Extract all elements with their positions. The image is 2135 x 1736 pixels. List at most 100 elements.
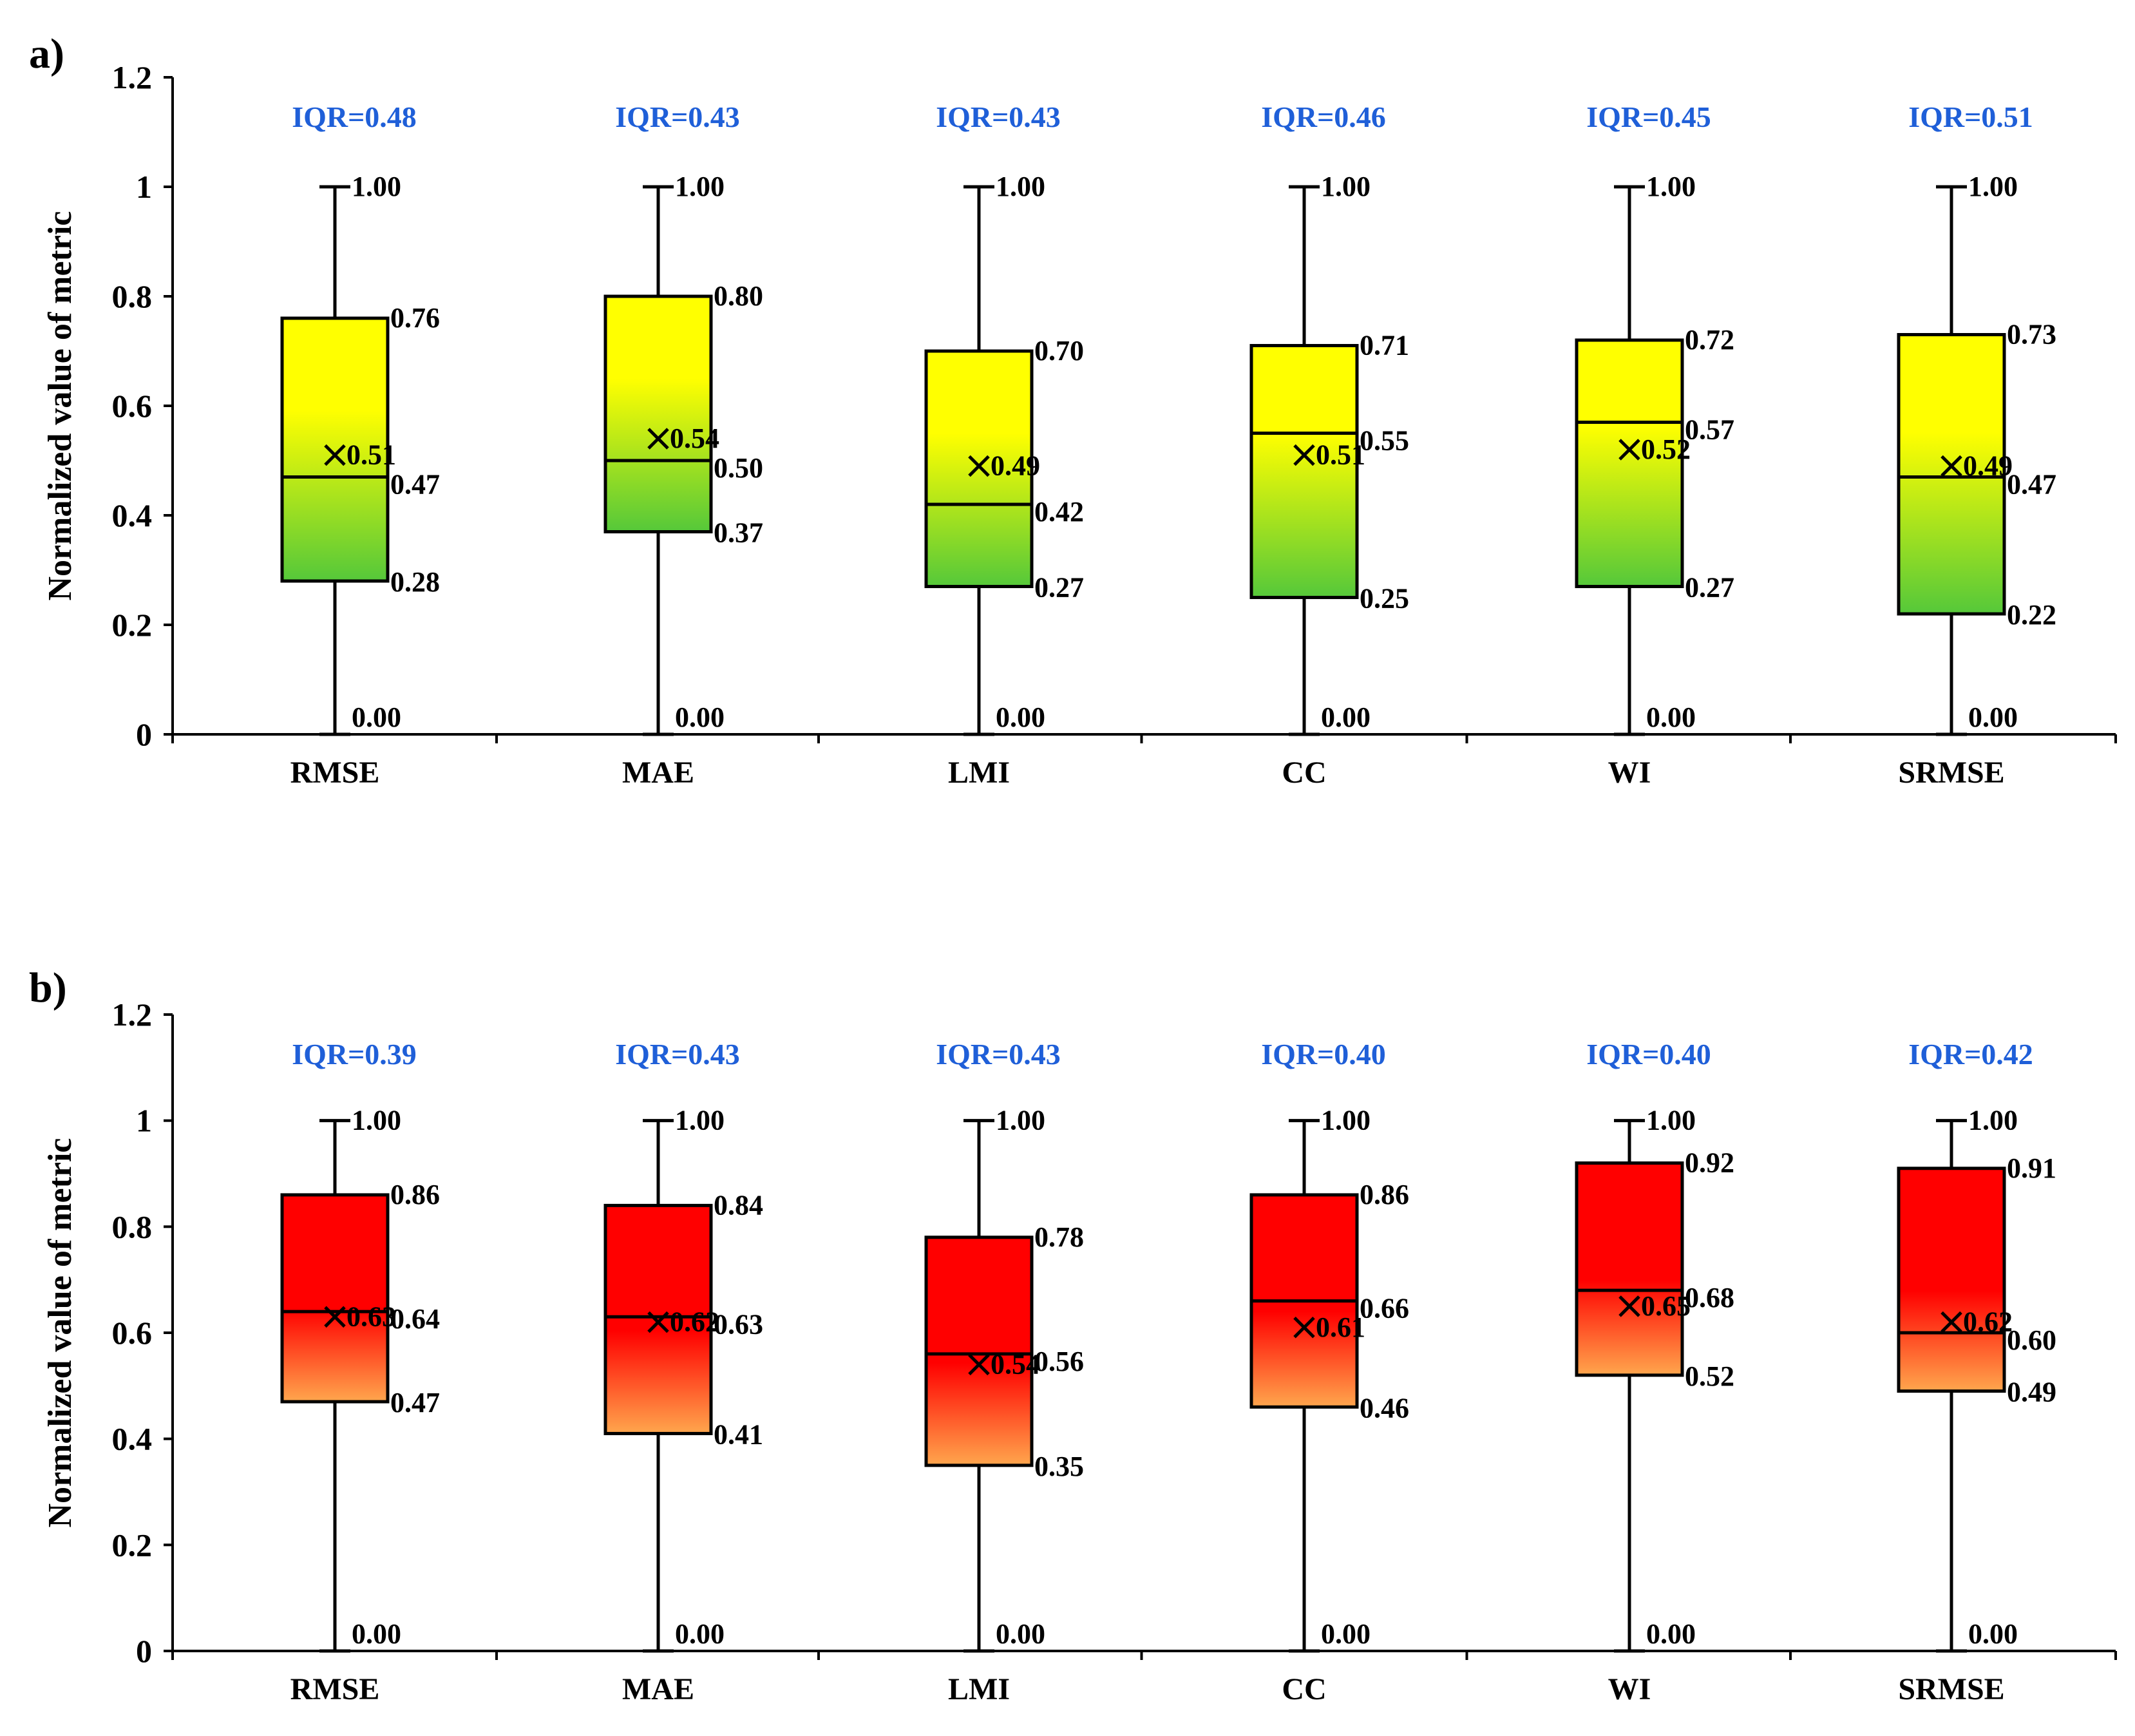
iqr-label: IQR=0.43: [615, 100, 740, 133]
y-tick-label: 1.2: [112, 59, 153, 95]
label-min: 0.00: [1968, 701, 2018, 733]
y-tick-label: 0: [136, 1633, 152, 1669]
label-mean: 0.51: [346, 439, 396, 471]
label-median: 0.56: [1034, 1346, 1084, 1377]
iqr-label: IQR=0.51: [1908, 100, 2033, 133]
x-tick-label: MAE: [622, 1672, 694, 1706]
label-mean: 0.62: [670, 1306, 719, 1338]
label-max: 1.00: [1646, 171, 1696, 202]
label-q1: 0.47: [390, 1387, 440, 1418]
label-mean: 0.62: [1963, 1306, 2013, 1338]
iqr-label: IQR=0.40: [1261, 1038, 1386, 1071]
label-median: 0.64: [390, 1303, 440, 1335]
label-median: 0.42: [1034, 496, 1084, 528]
iqr-label: IQR=0.43: [936, 1038, 1061, 1071]
y-tick-label: 0.2: [112, 1527, 153, 1563]
label-max: 1.00: [1646, 1105, 1696, 1136]
mean-marker: [324, 1306, 346, 1328]
mean-marker: [1940, 1311, 1962, 1333]
y-tick-label: 0.4: [112, 497, 153, 533]
label-mean: 0.49: [991, 450, 1040, 482]
y-tick-label: 0.8: [112, 1208, 153, 1245]
label-q1: 0.52: [1685, 1360, 1734, 1392]
y-axis-label: Normalized value of metric: [42, 1138, 79, 1527]
mean-marker: [324, 444, 346, 466]
x-tick-label: SRMSE: [1898, 1672, 2004, 1706]
iqr-label: IQR=0.43: [615, 1038, 740, 1071]
label-max: 1.00: [996, 171, 1045, 202]
label-max: 1.00: [1321, 1105, 1371, 1136]
label-q3: 0.76: [390, 302, 440, 334]
x-tick-label: RMSE: [290, 756, 380, 790]
label-mean: 0.65: [1641, 1290, 1691, 1322]
label-q1: 0.27: [1685, 572, 1734, 604]
label-q1: 0.35: [1034, 1451, 1084, 1482]
y-tick-label: 0.4: [112, 1421, 153, 1457]
panel-label: b): [29, 964, 67, 1011]
mean-marker: [1940, 455, 1962, 477]
label-q3: 0.84: [714, 1189, 763, 1221]
box-lmi: [924, 1235, 1034, 1467]
label-min: 0.00: [1321, 1618, 1371, 1650]
iqr-label: IQR=0.45: [1586, 100, 1711, 133]
label-max: 1.00: [1968, 171, 2018, 202]
label-max: 1.00: [352, 1105, 401, 1136]
label-min: 0.00: [352, 701, 401, 733]
label-q3: 0.70: [1034, 335, 1084, 367]
label-q3: 0.80: [714, 280, 763, 312]
label-min: 0.00: [996, 701, 1045, 733]
label-q3: 0.71: [1360, 330, 1409, 361]
label-min: 0.00: [675, 1618, 725, 1650]
panel-a: a) Normalized value of metric 0 0.2 0.4 0.6 0.…: [29, 30, 2117, 790]
iqr-label: IQR=0.43: [936, 100, 1061, 133]
label-min: 0.00: [1646, 1618, 1696, 1650]
panel-label: a): [29, 30, 64, 77]
mean-marker: [647, 428, 669, 450]
y-tick-label: 1.2: [112, 997, 153, 1033]
mean-marker: [1293, 444, 1315, 466]
x-tick-label: CC: [1282, 1672, 1326, 1706]
x-tick-label: MAE: [622, 756, 694, 790]
label-max: 1.00: [1321, 171, 1371, 202]
iqr-label: IQR=0.46: [1261, 100, 1386, 133]
label-min: 0.00: [996, 1618, 1045, 1650]
iqr-label: IQR=0.42: [1908, 1038, 2033, 1071]
box-cc: [1249, 344, 1359, 599]
box-mae: [603, 294, 713, 533]
box-rmse: [280, 1193, 390, 1404]
x-tick-label: CC: [1282, 756, 1326, 790]
label-q1: 0.22: [2007, 599, 2056, 631]
box-srmse: [1897, 1167, 2006, 1393]
y-axis-label: Normalized value of metric: [42, 211, 79, 600]
label-median: 0.57: [1685, 414, 1734, 446]
label-q1: 0.37: [714, 517, 763, 549]
box-wi: [1575, 1161, 1684, 1377]
y-tick-label: 1: [136, 1103, 152, 1139]
label-median: 0.47: [2007, 469, 2056, 501]
y-tick-label: 0.2: [112, 607, 153, 643]
iqr-label: IQR=0.39: [292, 1038, 417, 1071]
label-q3: 0.72: [1685, 324, 1734, 356]
label-mean: 0.52: [1641, 434, 1691, 465]
label-median: 0.47: [390, 469, 440, 501]
label-q1: 0.49: [2007, 1377, 2056, 1408]
mean-marker: [968, 1353, 990, 1376]
y-tick-label: 0.8: [112, 278, 153, 314]
label-median: 0.66: [1360, 1293, 1409, 1324]
label-min: 0.00: [675, 701, 725, 733]
label-median: 0.60: [2007, 1324, 2056, 1356]
label-mean: 0.51: [1316, 439, 1365, 471]
label-max: 1.00: [996, 1105, 1045, 1136]
label-q3: 0.78: [1034, 1221, 1084, 1253]
mean-marker: [647, 1311, 669, 1333]
y-tick-label: 0.6: [112, 388, 153, 424]
box-wi: [1575, 338, 1684, 588]
box-lmi: [924, 349, 1034, 588]
y-tick-label: 1: [136, 169, 152, 205]
label-max: 1.00: [675, 1105, 725, 1136]
label-q3: 0.86: [1360, 1179, 1409, 1210]
label-q1: 0.41: [714, 1418, 763, 1450]
label-median: 0.63: [714, 1308, 763, 1340]
iqr-label: IQR=0.40: [1586, 1038, 1711, 1071]
box-mae: [603, 1203, 713, 1435]
